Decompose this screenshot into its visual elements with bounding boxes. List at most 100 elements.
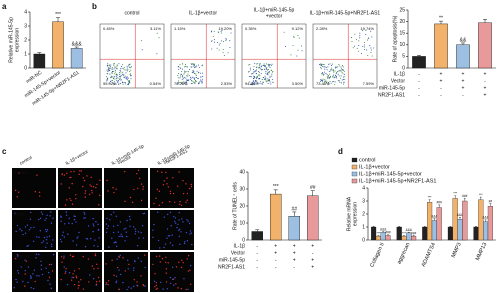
flow-event bbox=[110, 75, 112, 77]
flow-event bbox=[130, 69, 132, 71]
flow-event bbox=[370, 47, 372, 49]
cell-dot bbox=[152, 263, 154, 266]
flow-event bbox=[225, 40, 227, 42]
flow-event bbox=[177, 77, 179, 79]
flow-event bbox=[341, 82, 343, 84]
cell-dot bbox=[122, 281, 124, 284]
flow-event bbox=[337, 71, 339, 73]
flow-event bbox=[272, 70, 274, 72]
flow-event bbox=[259, 63, 261, 65]
cell-dot bbox=[97, 223, 99, 226]
cell-dot bbox=[17, 272, 20, 274]
cell-dot bbox=[119, 254, 121, 256]
flow-event bbox=[336, 66, 338, 68]
y-axis-label: Rate of TUNEL⁺ cells bbox=[232, 182, 238, 230]
cell-dot bbox=[117, 231, 119, 233]
cell-dot bbox=[143, 254, 146, 256]
cell-dot bbox=[92, 277, 95, 280]
cell-dot bbox=[121, 235, 124, 238]
cell-dot bbox=[116, 266, 119, 269]
flow-event bbox=[259, 82, 261, 84]
cell-dot bbox=[90, 176, 92, 179]
flow-event bbox=[261, 83, 263, 85]
flow-event bbox=[229, 40, 231, 42]
flow-event bbox=[117, 79, 119, 81]
flow-event bbox=[325, 72, 327, 74]
flow-event bbox=[199, 81, 201, 83]
bar bbox=[33, 53, 46, 69]
flow-event bbox=[318, 63, 320, 65]
flow-event bbox=[220, 31, 222, 33]
cell-dot bbox=[140, 199, 143, 202]
cell-dot bbox=[173, 284, 175, 286]
flow-event bbox=[125, 69, 127, 71]
cell-dot bbox=[72, 255, 75, 258]
cell-dot bbox=[76, 237, 78, 239]
flow-event bbox=[271, 69, 273, 71]
condition-sign: - bbox=[440, 92, 442, 98]
flow-event bbox=[124, 81, 126, 83]
flow-event bbox=[113, 78, 115, 80]
y-tick-label: 20 bbox=[399, 19, 405, 25]
cell-dot bbox=[48, 276, 51, 278]
flow-event bbox=[109, 64, 111, 66]
cell-dot bbox=[180, 231, 182, 233]
cell-dot bbox=[111, 259, 113, 262]
error-bar bbox=[407, 232, 410, 233]
legend-label: IL-1β+miR-145-5p+vector bbox=[359, 171, 422, 177]
error-bar bbox=[273, 189, 278, 195]
condition-sign: + bbox=[293, 243, 296, 249]
flow-event bbox=[200, 80, 202, 82]
cell-dot bbox=[20, 266, 22, 268]
cell-dot bbox=[26, 224, 29, 226]
cell-dot bbox=[35, 253, 38, 255]
flow-event bbox=[191, 83, 193, 85]
cell-dot bbox=[178, 219, 180, 221]
cell-dot bbox=[91, 189, 93, 192]
flow-event bbox=[252, 80, 254, 82]
cell-dot bbox=[94, 253, 97, 255]
flow-event bbox=[336, 77, 338, 79]
cell-dot bbox=[28, 229, 31, 231]
flow-event bbox=[335, 76, 337, 78]
cell-dot bbox=[24, 269, 26, 272]
cell-dot bbox=[33, 226, 35, 229]
condition-sign: + bbox=[311, 264, 314, 270]
cell-dot bbox=[110, 213, 112, 216]
flow-event bbox=[106, 69, 108, 71]
flow-event bbox=[126, 67, 128, 69]
flow-event bbox=[333, 74, 335, 76]
cell-dot bbox=[152, 229, 154, 231]
cell-dot bbox=[131, 201, 134, 203]
flow-event bbox=[267, 72, 269, 74]
flow-event bbox=[258, 71, 260, 73]
flow-event bbox=[331, 67, 333, 69]
cell-dot bbox=[49, 283, 51, 285]
flow-event bbox=[216, 47, 218, 49]
flow-event bbox=[264, 75, 266, 77]
cell-dot bbox=[78, 284, 80, 287]
error-bar bbox=[412, 235, 415, 237]
flow-event bbox=[193, 77, 195, 79]
bar bbox=[487, 206, 493, 241]
error-bar bbox=[372, 226, 375, 227]
cell-dot bbox=[155, 197, 157, 199]
cell-dot bbox=[118, 256, 121, 258]
x-tick-label: ADAMTS4 bbox=[421, 242, 437, 268]
flow-event bbox=[340, 75, 342, 77]
flow-event bbox=[177, 82, 179, 84]
flow-event bbox=[195, 74, 197, 76]
cell-dot bbox=[161, 202, 163, 204]
flow-event bbox=[260, 73, 262, 75]
cell-dot bbox=[107, 283, 109, 286]
flow-event bbox=[321, 79, 323, 81]
cell-dot bbox=[84, 245, 87, 248]
cell-dot bbox=[78, 231, 80, 234]
quadrant-value: 0.54% bbox=[150, 81, 162, 86]
flow-event bbox=[114, 73, 116, 75]
cell-dot bbox=[167, 262, 169, 264]
significance-mark: ### bbox=[437, 201, 443, 205]
cell-dot bbox=[179, 203, 181, 205]
flow-event bbox=[113, 84, 115, 86]
cell-dot bbox=[137, 169, 140, 172]
